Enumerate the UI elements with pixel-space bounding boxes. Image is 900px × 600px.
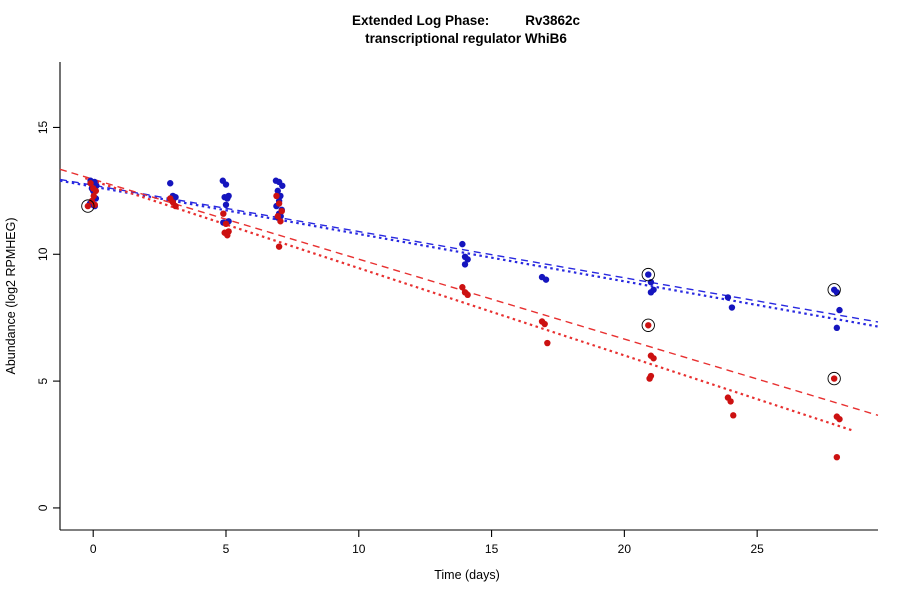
data-point bbox=[90, 192, 97, 200]
data-point bbox=[542, 276, 550, 283]
data-point bbox=[464, 256, 471, 263]
data-point bbox=[278, 207, 285, 215]
chart-subtitle: transcriptional regulator WhiB6 bbox=[365, 31, 567, 46]
data-point bbox=[730, 412, 737, 419]
data-point bbox=[461, 261, 469, 268]
data-point bbox=[224, 195, 231, 202]
circled-point-marker bbox=[641, 318, 655, 332]
data-point bbox=[724, 294, 732, 301]
fit-line-red-condition bbox=[84, 177, 854, 432]
data-point bbox=[647, 289, 655, 296]
y-tick-label: 5 bbox=[36, 377, 50, 384]
data-point bbox=[275, 200, 283, 207]
data-point bbox=[459, 240, 466, 248]
x-tick-label: 5 bbox=[223, 542, 230, 556]
data-point bbox=[273, 192, 280, 200]
data-point bbox=[836, 306, 843, 314]
data-point bbox=[544, 339, 551, 347]
data-point bbox=[833, 289, 841, 296]
data-point bbox=[459, 284, 466, 291]
data-point bbox=[646, 375, 653, 382]
data-point bbox=[220, 210, 227, 217]
data-point bbox=[645, 271, 652, 278]
series-blue-condition-points bbox=[86, 177, 843, 332]
fit-lines bbox=[59, 168, 879, 432]
y-tick-label: 15 bbox=[36, 120, 50, 134]
data-point bbox=[277, 218, 284, 225]
data-point bbox=[650, 355, 657, 362]
x-tick-label: 10 bbox=[352, 542, 366, 556]
data-point bbox=[222, 201, 230, 209]
data-point bbox=[279, 182, 286, 189]
data-point bbox=[222, 181, 230, 188]
x-tick-label: 15 bbox=[485, 542, 499, 556]
chart-title-left: Extended Log Phase: bbox=[352, 13, 489, 28]
data-point bbox=[830, 375, 838, 382]
fit-line-blue-condition bbox=[59, 179, 879, 328]
series-red-condition-circled-markers bbox=[81, 199, 841, 386]
data-point bbox=[167, 180, 174, 187]
data-point bbox=[833, 454, 841, 461]
data-point bbox=[222, 220, 230, 228]
circled-point-marker bbox=[827, 371, 841, 386]
y-tick-label: 10 bbox=[36, 247, 50, 261]
fit-line-blue-condition bbox=[59, 178, 879, 323]
data-point bbox=[172, 202, 179, 210]
data-point bbox=[541, 320, 548, 328]
y-tick-label: 0 bbox=[36, 504, 50, 511]
x-axis-ticks: 0 5 10 15 20 25 bbox=[90, 530, 764, 556]
chart-title: Extended Log Phase: Rv3862c bbox=[352, 13, 581, 28]
data-point bbox=[836, 415, 843, 423]
data-point bbox=[728, 304, 736, 311]
data-point bbox=[87, 180, 94, 187]
x-axis-label: Time (days) bbox=[434, 568, 500, 582]
data-point bbox=[274, 187, 281, 195]
chart-title-gene: Rv3862c bbox=[525, 13, 580, 28]
x-tick-label: 20 bbox=[618, 542, 632, 556]
data-point bbox=[224, 232, 231, 239]
data-point bbox=[645, 322, 652, 329]
data-point bbox=[84, 202, 92, 210]
data-point bbox=[833, 324, 841, 332]
x-tick-label: 0 bbox=[90, 542, 97, 556]
y-axis-label: Abundance (log2 RPMHEG) bbox=[4, 217, 18, 374]
circled-point-marker bbox=[81, 199, 95, 213]
circled-point-marker bbox=[827, 283, 841, 297]
data-point bbox=[92, 187, 100, 195]
plot-layer: 0 5 10 15 20 25 0 5 10 15 bbox=[36, 62, 879, 556]
y-axis-ticks: 0 5 10 15 bbox=[36, 120, 60, 511]
data-point bbox=[464, 291, 471, 299]
circled-point-marker bbox=[641, 267, 655, 282]
series-blue-condition-circled-markers bbox=[641, 267, 841, 297]
series-red-condition-points bbox=[84, 180, 843, 461]
data-point bbox=[275, 243, 283, 250]
data-point bbox=[274, 213, 281, 220]
data-point bbox=[727, 398, 734, 405]
axes bbox=[59, 62, 878, 531]
fit-line-red-condition bbox=[59, 168, 879, 417]
x-tick-label: 25 bbox=[750, 542, 764, 556]
